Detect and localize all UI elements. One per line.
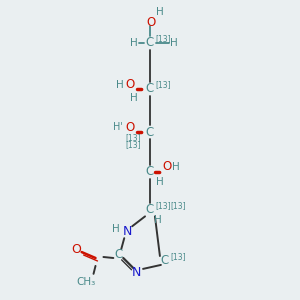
Text: H: H [156,7,164,17]
Text: H: H [116,80,124,90]
Text: H: H [112,224,120,234]
Text: H: H [130,94,138,103]
Text: C: C [161,254,169,268]
Text: [13]: [13] [155,80,171,89]
Text: H: H [156,177,164,187]
Text: O: O [146,16,156,29]
Text: C: C [146,126,154,139]
Text: H: H [130,38,138,48]
Text: H: H [170,38,178,48]
Text: C: C [146,82,154,95]
Text: C: C [146,37,154,50]
Text: [13]: [13] [155,34,171,43]
Text: O: O [72,243,82,256]
Text: C: C [146,165,154,178]
Text: H: H [154,215,162,225]
Text: [13]: [13] [170,201,186,210]
Text: [13]: [13] [170,253,186,262]
Text: O: O [162,160,172,173]
Text: CH₃: CH₃ [76,277,95,287]
Text: H: H [172,162,180,172]
Text: N: N [122,225,132,238]
Text: H': H' [113,122,123,132]
Text: O: O [126,121,135,134]
Text: C: C [146,203,154,216]
Text: O: O [126,78,135,91]
Text: [13]: [13] [125,134,141,142]
Text: [13]: [13] [125,140,141,149]
Text: N: N [131,266,141,279]
Text: [13]: [13] [155,201,171,210]
Text: C: C [114,248,122,260]
